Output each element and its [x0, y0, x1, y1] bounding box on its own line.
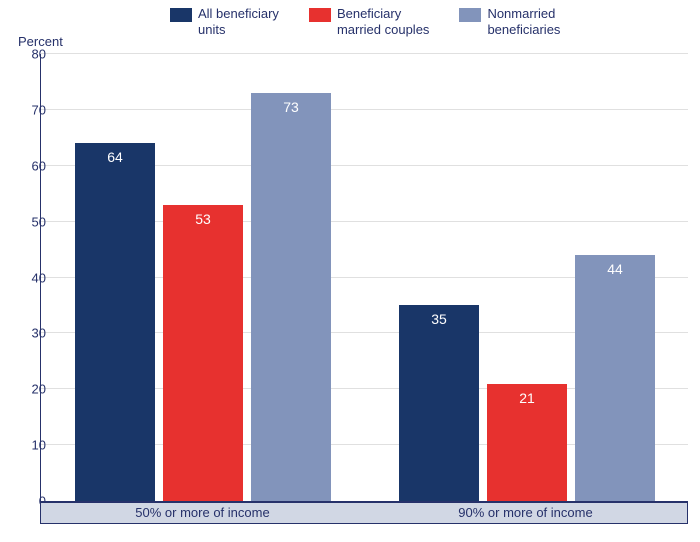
legend-label-2: Nonmarriedbeneficiaries: [487, 6, 560, 37]
legend-swatch-2: [459, 8, 481, 22]
bar-value-label: 73: [251, 99, 331, 115]
legend-label-0: All beneficiaryunits: [198, 6, 279, 37]
legend-swatch-1: [309, 8, 331, 22]
y-tick-label: 30: [16, 326, 46, 341]
plot-area: 64 53 73 35 21 44: [40, 54, 688, 502]
bar-value-label: 21: [487, 390, 567, 406]
y-tick-label: 40: [16, 270, 46, 285]
bar: 21: [487, 384, 567, 501]
legend-item: Beneficiarymarried couples: [309, 6, 430, 37]
y-tick-label: 50: [16, 214, 46, 229]
legend-item: Nonmarriedbeneficiaries: [459, 6, 560, 37]
y-tick-label: 20: [16, 382, 46, 397]
y-tick-label: 70: [16, 102, 46, 117]
bar-value-label: 44: [575, 261, 655, 277]
bar: 73: [251, 93, 331, 501]
x-category-0: 50% or more of income: [41, 503, 364, 523]
y-tick-label: 10: [16, 438, 46, 453]
legend-item: All beneficiaryunits: [170, 6, 279, 37]
y-tick-label: 80: [16, 47, 46, 62]
bar-value-label: 64: [75, 149, 155, 165]
bar: 35: [399, 305, 479, 501]
y-tick-label: 60: [16, 158, 46, 173]
legend-swatch-0: [170, 8, 192, 22]
x-axis-band: 50% or more of income 90% or more of inc…: [40, 502, 688, 524]
bar-value-label: 53: [163, 211, 243, 227]
legend-label-1: Beneficiarymarried couples: [337, 6, 430, 37]
bar-value-label: 35: [399, 311, 479, 327]
bar: 44: [575, 255, 655, 501]
bar: 64: [75, 143, 155, 501]
bar: 53: [163, 205, 243, 501]
legend: All beneficiaryunits Beneficiarymarried …: [170, 6, 560, 37]
gridline: [41, 53, 688, 54]
gridline: [41, 109, 688, 110]
x-category-1: 90% or more of income: [364, 503, 687, 523]
chart-container: All beneficiaryunits Beneficiarymarried …: [0, 0, 700, 542]
